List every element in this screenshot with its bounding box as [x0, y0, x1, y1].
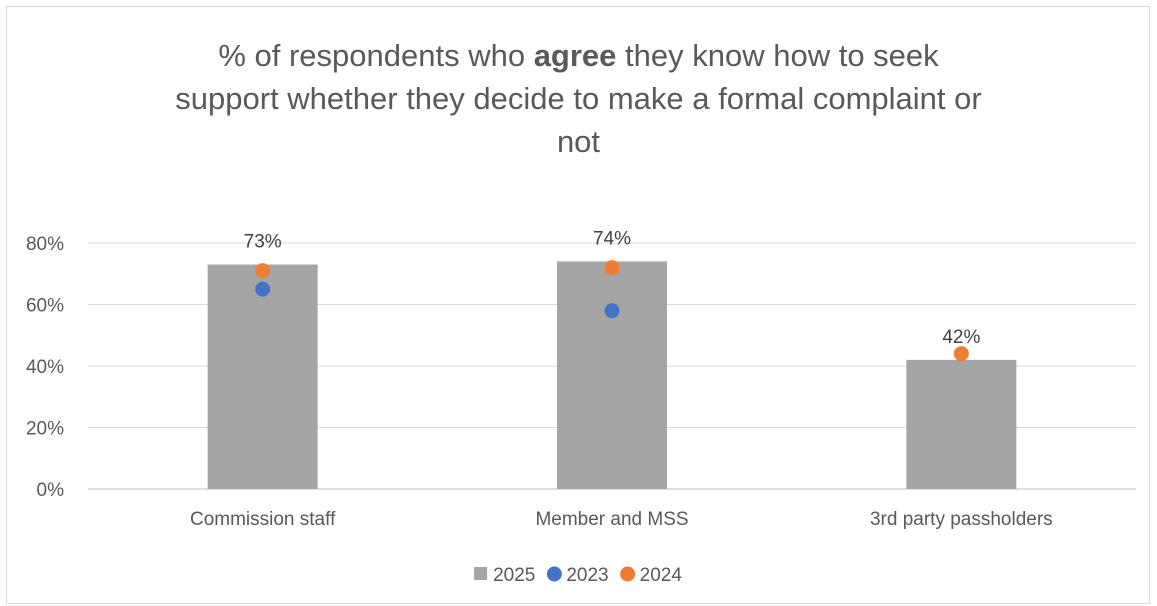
bar	[207, 264, 318, 489]
legend-label: 2023	[566, 565, 608, 586]
title-line1-post: they know how to seek	[616, 38, 939, 73]
data-point	[604, 260, 620, 276]
y-tick-label: 0%	[37, 480, 65, 501]
category-label: Commission staff	[190, 509, 336, 530]
y-tick-label: 60%	[26, 296, 64, 317]
legend-label: 2024	[640, 565, 683, 586]
data-labels: 73% 74% 42%	[244, 228, 981, 347]
category-label: 3rd party passholders	[870, 509, 1053, 530]
y-tick-label: 80%	[26, 234, 64, 255]
legend: 2025 2023 2024	[474, 565, 682, 586]
legend-label: 2025	[493, 565, 535, 586]
legend-marker	[620, 566, 636, 582]
data-point	[255, 281, 271, 297]
points	[255, 260, 969, 362]
chart-title-line-3: not	[556, 124, 601, 159]
bar	[557, 261, 667, 489]
y-axis-ticks: 0% 20% 40% 60% 80%	[26, 234, 64, 501]
x-axis-categories: Commission staff Member and MSS 3rd party …	[190, 509, 1053, 530]
y-tick-label: 20%	[26, 419, 64, 440]
legend-marker	[546, 566, 562, 582]
data-label: 74%	[593, 228, 631, 249]
title-bold: agree	[533, 38, 617, 73]
category-label: Member and MSS	[535, 509, 688, 530]
data-point	[255, 263, 271, 279]
bars	[207, 261, 1017, 489]
chart-title-line-1: % of respondents who agree they know how…	[0, 34, 1157, 77]
title-pre: % of respondents who	[218, 38, 534, 73]
data-label: 42%	[942, 327, 980, 348]
bar	[906, 359, 1017, 489]
chart-title: % of respondents who agree they know how…	[0, 34, 1157, 163]
data-point	[604, 303, 620, 319]
legend-marker	[474, 567, 488, 580]
y-tick-label: 40%	[26, 357, 64, 378]
data-label: 73%	[244, 232, 282, 253]
chart-title-line-2: support whether they decide to make a fo…	[175, 81, 982, 116]
data-point	[953, 346, 969, 362]
